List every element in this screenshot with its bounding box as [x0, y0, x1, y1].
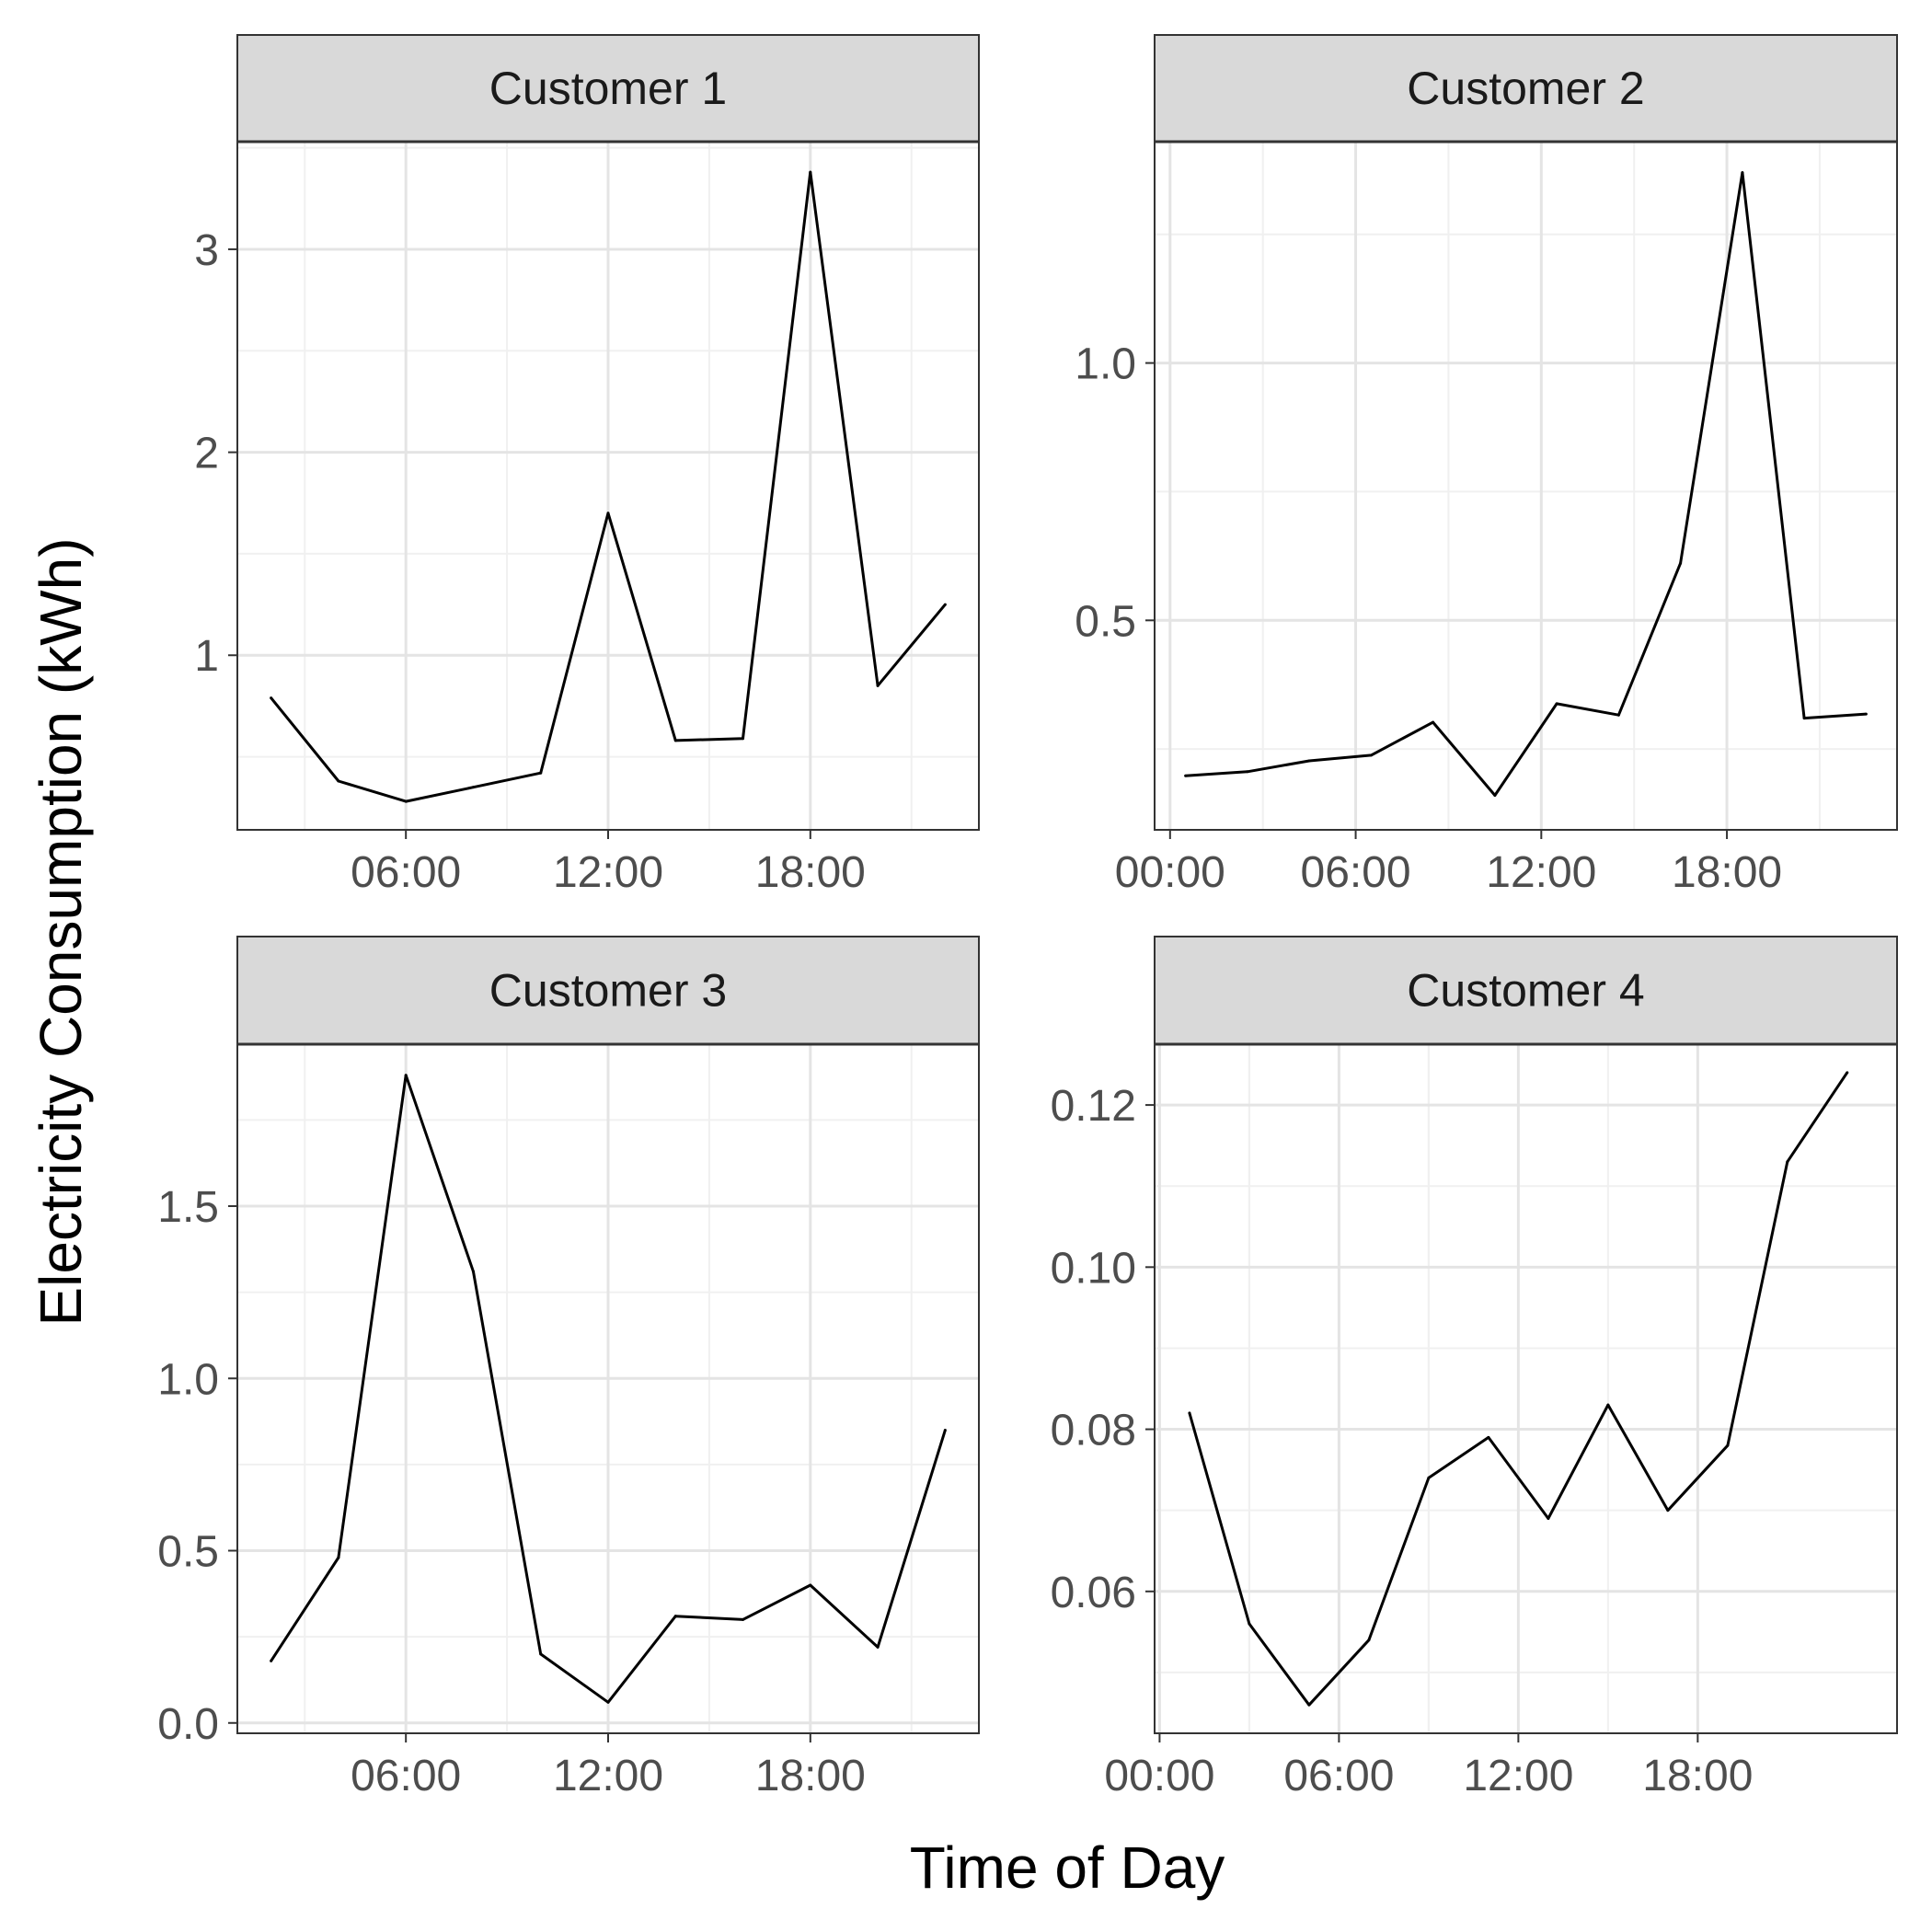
- data-point: [1786, 1160, 1789, 1164]
- data-point: [1616, 713, 1620, 717]
- data-point: [1369, 753, 1373, 757]
- data-point: [337, 779, 340, 783]
- data-point: [1679, 561, 1683, 565]
- panel-background: [1155, 142, 1897, 830]
- facet-strip: [236, 936, 980, 1045]
- data-point: [270, 696, 273, 700]
- y-tick-label: 1.5: [157, 1183, 219, 1232]
- x-tick-label: 12:00: [1486, 848, 1596, 897]
- facet-strip: [1154, 936, 1898, 1045]
- y-axis-label: Electricity Consumption (kWh): [28, 537, 94, 1327]
- y-tick-label: 1.0: [157, 1355, 219, 1404]
- data-point: [673, 1615, 677, 1618]
- x-tick-label: 12:00: [553, 848, 663, 897]
- x-tick-label: 18:00: [1672, 848, 1782, 897]
- x-tick-label: 00:00: [1115, 848, 1225, 897]
- x-tick-label: 06:00: [1283, 1752, 1394, 1800]
- y-tick-label: 0.06: [1051, 1569, 1136, 1617]
- facet-strip-title: Customer 2: [1407, 63, 1644, 114]
- x-tick-label: 18:00: [755, 1752, 866, 1800]
- facet-strip-title: Customer 3: [489, 965, 727, 1017]
- data-point: [1606, 1403, 1610, 1407]
- data-point: [1188, 1411, 1191, 1415]
- data-point: [1246, 770, 1249, 774]
- x-axis-label: Time of Day: [909, 1834, 1225, 1901]
- series-line: [1185, 171, 1867, 797]
- data-point: [1432, 720, 1435, 724]
- data-point: [539, 1652, 543, 1656]
- data-point: [1666, 1509, 1670, 1512]
- y-tick-label: 1.0: [1075, 340, 1136, 389]
- y-tick-label: 1: [194, 632, 219, 681]
- data-point: [1846, 1071, 1849, 1075]
- y-tick-label: 3: [194, 226, 219, 275]
- data-point: [1741, 171, 1744, 175]
- data-point: [337, 1556, 340, 1559]
- y-tick-label: 0.08: [1051, 1407, 1136, 1455]
- y-tick-label: 0.10: [1051, 1244, 1136, 1293]
- series-line: [1188, 1071, 1849, 1707]
- y-tick-label: 2: [194, 430, 219, 478]
- x-tick-label: 18:00: [755, 848, 866, 897]
- y-tick-label: 0.5: [1075, 597, 1136, 646]
- x-tick-label: 06:00: [351, 1752, 461, 1800]
- data-point: [742, 737, 745, 741]
- facet-panel-2: Customer 2 0.5 1.0 00:00 06:00 12:00 18:00: [1075, 34, 1898, 897]
- data-point: [1184, 774, 1188, 777]
- data-point: [1427, 1476, 1431, 1479]
- facet-strip-title: Customer 1: [489, 63, 727, 114]
- data-point: [471, 1270, 475, 1273]
- data-point: [809, 1583, 812, 1587]
- data-point: [1547, 1516, 1550, 1520]
- x-tick-label: 06:00: [1301, 848, 1411, 897]
- data-point: [404, 799, 408, 803]
- data-point: [1487, 1435, 1490, 1439]
- data-point: [606, 1700, 610, 1704]
- facet-panel-4: Customer 4 0.06 0.08 0.10 0.12 06:00 12:00 18:0…: [1051, 936, 1898, 1800]
- y-tick-label: 0.5: [157, 1528, 219, 1577]
- data-point: [1726, 1443, 1730, 1447]
- data-point: [1367, 1639, 1371, 1642]
- facet-strip-title: Customer 4: [1407, 965, 1644, 1017]
- facet-strip: [236, 34, 980, 143]
- data-point: [673, 739, 677, 742]
- data-point: [876, 1645, 880, 1649]
- data-point: [943, 603, 947, 606]
- data-point: [404, 1074, 408, 1077]
- facet-panel-1: Customer 1 1 2 3 06:00 12:00 18:00: [194, 34, 980, 897]
- x-tick-label: 00:00: [1104, 1752, 1214, 1800]
- data-point: [876, 684, 880, 687]
- data-point: [1493, 794, 1497, 798]
- x-tick-label: 12:00: [1463, 1752, 1573, 1800]
- data-point: [1802, 717, 1806, 720]
- x-tick-label: 18:00: [1642, 1752, 1753, 1800]
- data-point: [539, 771, 543, 775]
- data-point: [742, 1617, 745, 1621]
- data-point: [1307, 759, 1311, 763]
- data-point: [809, 170, 812, 174]
- data-point: [270, 1659, 273, 1662]
- data-point: [1864, 712, 1868, 716]
- data-point: [606, 512, 610, 515]
- data-point: [1555, 702, 1558, 706]
- y-tick-label: 0.12: [1051, 1082, 1136, 1131]
- panel-background: [1155, 1044, 1897, 1733]
- facet-strip: [1154, 34, 1898, 143]
- data-point: [1248, 1622, 1251, 1626]
- x-tick-label: 06:00: [351, 848, 461, 897]
- facet-panel-3: Customer 3 0.0 0.5 1.0 1.5 06:00 12:00 18:00: [157, 936, 980, 1800]
- data-point: [471, 786, 475, 789]
- data-point: [1307, 1703, 1311, 1707]
- data-point: [943, 1428, 947, 1432]
- x-tick-label: 12:00: [553, 1752, 663, 1800]
- y-tick-label: 0.0: [157, 1700, 219, 1749]
